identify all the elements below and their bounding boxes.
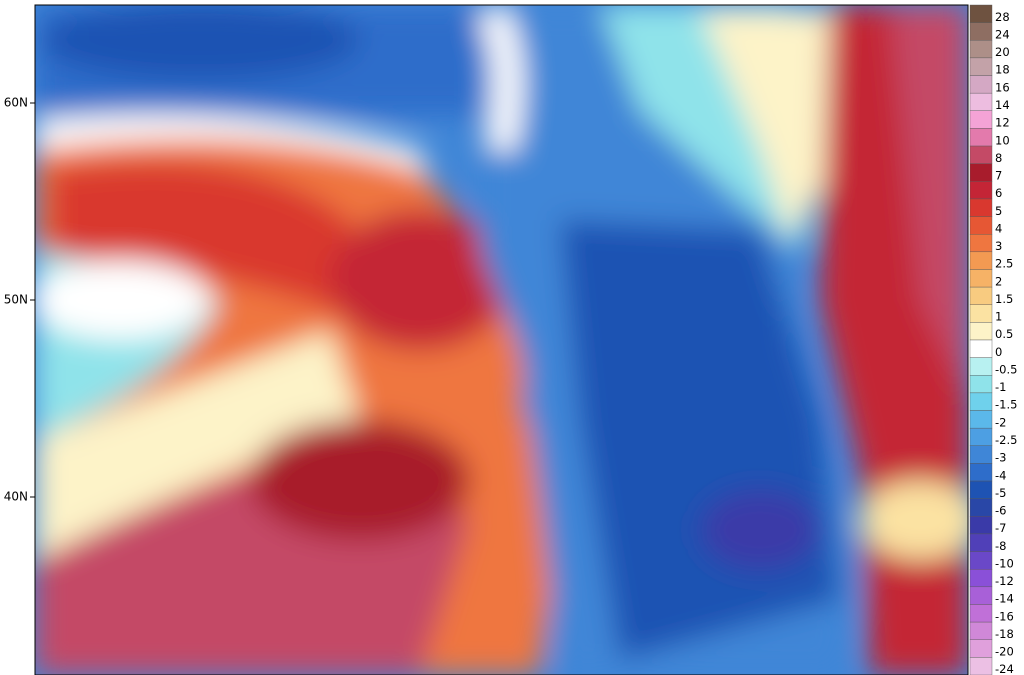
legend-label: 3 bbox=[995, 239, 1002, 253]
color-legend: 28 24 20 18 16 14 12 10 8 7 6 5 4 3 2.5 2 1.5 1 0.5 0 -0.5 -1… bbox=[969, 4, 1017, 675]
legend-swatch bbox=[969, 40, 993, 59]
legend-swatch bbox=[969, 516, 993, 535]
legend-label: 0.5 bbox=[995, 327, 1013, 341]
legend-label: -2 bbox=[995, 415, 1006, 429]
legend-label: 20 bbox=[995, 45, 1010, 59]
legend-label: 24 bbox=[995, 27, 1010, 41]
legend-label: 7 bbox=[995, 169, 1002, 183]
legend-swatch bbox=[969, 110, 993, 129]
legend-label: -24 bbox=[995, 662, 1014, 675]
legend-swatch bbox=[969, 445, 993, 464]
legend-label: 12 bbox=[995, 116, 1010, 130]
legend-swatch bbox=[969, 128, 993, 147]
legend-label: 28 bbox=[995, 10, 1010, 24]
legend-label: -20 bbox=[995, 645, 1014, 659]
legend-label: -2.5 bbox=[995, 433, 1017, 447]
legend-label: 6 bbox=[995, 186, 1002, 200]
legend-label: 0 bbox=[995, 345, 1002, 359]
legend-swatch bbox=[969, 234, 993, 253]
legend-label: -7 bbox=[995, 521, 1006, 535]
legend-swatch bbox=[969, 322, 993, 341]
legend-label: -14 bbox=[995, 592, 1014, 606]
legend-swatch bbox=[969, 286, 993, 305]
latitude-label: 40N bbox=[4, 490, 28, 504]
legend-label: -12 bbox=[995, 574, 1014, 588]
legend-swatch bbox=[969, 304, 993, 323]
legend-label: -8 bbox=[995, 539, 1006, 553]
legend-label: -16 bbox=[995, 609, 1014, 623]
legend-label: 5 bbox=[995, 204, 1002, 218]
legend-swatch bbox=[969, 410, 993, 429]
legend-swatch bbox=[969, 621, 993, 640]
legend-swatch bbox=[969, 604, 993, 623]
legend-label: 8 bbox=[995, 151, 1002, 165]
legend-label: -6 bbox=[995, 504, 1006, 518]
latitude-label: 60N bbox=[4, 96, 28, 110]
temperature-field bbox=[35, 5, 968, 675]
legend-swatch bbox=[969, 498, 993, 517]
legend-label: -1.5 bbox=[995, 398, 1017, 412]
legend-label: -18 bbox=[995, 627, 1014, 641]
legend-swatch bbox=[969, 569, 993, 588]
legend-swatch bbox=[969, 22, 993, 41]
legend-swatch bbox=[969, 4, 993, 23]
legend-swatch bbox=[969, 198, 993, 217]
legend-swatch bbox=[969, 551, 993, 570]
legend-label: -3 bbox=[995, 451, 1006, 465]
legend-swatch bbox=[969, 181, 993, 200]
legend-swatch bbox=[969, 163, 993, 182]
legend-swatch bbox=[969, 375, 993, 394]
legend-swatch bbox=[969, 57, 993, 76]
map-frame bbox=[34, 4, 969, 675]
legend-swatch bbox=[969, 92, 993, 111]
legend-label: 2.5 bbox=[995, 257, 1013, 271]
legend-swatch bbox=[969, 75, 993, 94]
legend-swatch bbox=[969, 145, 993, 164]
legend-label: 16 bbox=[995, 80, 1010, 94]
legend-label: 1.5 bbox=[995, 292, 1013, 306]
legend-label: 14 bbox=[995, 98, 1010, 112]
legend-label: 1 bbox=[995, 310, 1002, 324]
legend-label: 4 bbox=[995, 221, 1002, 235]
latitude-axis: 60N 50N 40N bbox=[4, 96, 35, 504]
legend-swatch bbox=[969, 586, 993, 605]
legend-swatch bbox=[969, 357, 993, 376]
legend-swatch bbox=[969, 639, 993, 658]
legend-label: -0.5 bbox=[995, 362, 1017, 376]
legend-label: -5 bbox=[995, 486, 1006, 500]
legend-swatch bbox=[969, 269, 993, 288]
legend-swatch bbox=[969, 657, 993, 675]
legend-swatch bbox=[969, 339, 993, 358]
legend-label: -4 bbox=[995, 468, 1006, 482]
legend-swatch bbox=[969, 533, 993, 552]
legend-swatch bbox=[969, 251, 993, 270]
legend-swatch bbox=[969, 427, 993, 446]
legend-swatch bbox=[969, 463, 993, 482]
legend-swatch bbox=[969, 216, 993, 235]
legend-label: -10 bbox=[995, 556, 1014, 570]
legend-label: 10 bbox=[995, 133, 1010, 147]
legend-label: -1 bbox=[995, 380, 1006, 394]
legend-swatch bbox=[969, 480, 993, 499]
legend-swatch bbox=[969, 392, 993, 411]
legend-label: 2 bbox=[995, 274, 1002, 288]
latitude-label: 50N bbox=[4, 293, 28, 307]
legend-label: 18 bbox=[995, 63, 1010, 77]
